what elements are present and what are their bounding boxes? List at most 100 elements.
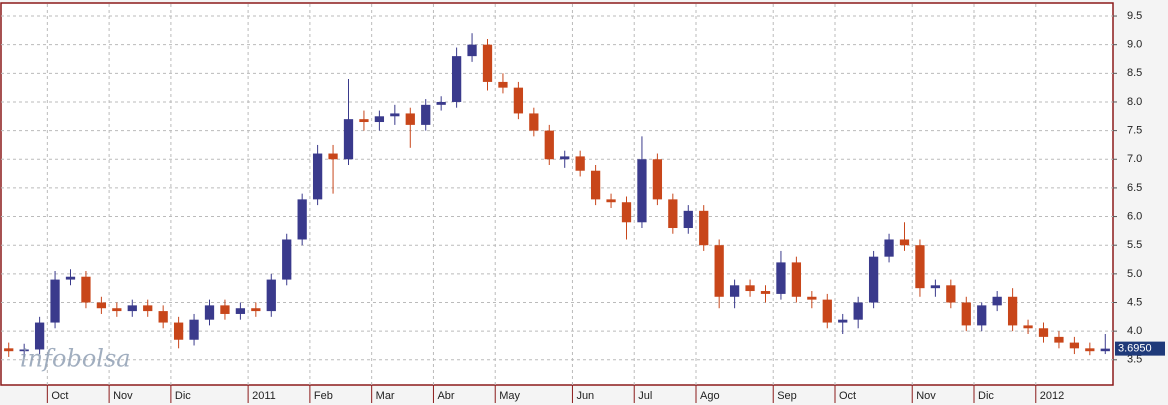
candle-body [977,305,987,326]
candle-body [868,256,879,303]
candle-body [204,305,215,320]
candle-body [899,239,910,246]
candle-body [158,311,168,323]
candle-body [96,302,107,309]
x-tick-label: Mar [376,390,395,402]
candle-body [451,56,462,102]
candle-body [297,199,307,240]
candle-body [467,44,477,57]
y-tick-label: 6.5 [1127,182,1142,194]
candle-body [235,308,246,314]
candle-body [745,285,755,292]
candle-body [776,262,786,294]
candle-body [1085,348,1095,352]
candle-body [266,279,276,312]
candle-body [4,348,14,352]
x-tick-label: Jun [576,390,594,402]
candle-body [374,116,385,123]
candle-body [590,170,601,200]
x-tick-label: Oct [51,390,68,402]
candle-body [34,322,45,350]
candle-body [961,302,971,326]
candle-body [606,199,616,203]
candle-body [421,104,431,125]
candle-body [807,296,817,300]
candle-body [668,199,678,229]
candle-body [19,349,29,352]
candle-body [791,262,802,297]
x-tick-label: Sep [777,390,797,402]
candle-body [251,308,261,312]
y-tick-label: 6.0 [1127,210,1142,222]
x-tick-label: Nov [113,390,133,402]
candle-body [544,130,554,160]
y-tick-label: 9.5 [1127,10,1142,22]
candle-body [838,319,848,323]
x-tick-label: Ago [700,390,720,402]
candle-body [112,308,122,312]
candle-body [652,159,663,200]
candle-body [529,113,539,131]
x-tick-label: Abr [437,390,454,402]
y-tick-label: 5.5 [1127,239,1142,251]
candle-body [312,153,323,200]
candle-body [683,210,693,229]
x-tick-label: Nov [916,390,936,402]
x-tick-label: Dic [175,390,191,402]
y-tick-label: 3.5 [1127,354,1142,366]
y-tick-label: 8.0 [1127,96,1142,108]
candle-body [915,245,925,289]
candle-body [1054,336,1064,343]
candle-body [359,119,369,123]
y-tick-label: 7.0 [1127,153,1142,165]
candle-body [637,159,647,223]
candle-body [714,245,724,297]
candle-body [1023,325,1033,329]
candle-body [853,302,863,320]
y-tick-label: 5.0 [1127,268,1142,280]
candle-body [390,113,400,117]
x-tick-label: 2012 [1040,390,1064,402]
candle-body [328,153,338,160]
candle-body [575,156,585,171]
x-tick-label: Dic [978,390,994,402]
x-tick-label: May [499,390,520,402]
candle-body [189,319,199,340]
x-tick-label: Jul [638,390,652,402]
last-value-label: 3.6950 [1118,343,1152,355]
candle-body [405,113,415,125]
candle-body [1038,328,1049,337]
candle-body [436,101,446,105]
candle-body [482,44,493,82]
y-tick-label: 4.5 [1127,296,1142,308]
candle-body [65,276,76,280]
last-value-box [1115,341,1165,356]
candle-body [560,156,570,160]
candle-body [699,210,709,246]
candle-body [127,305,137,312]
candle-body [282,239,292,280]
candle-body [513,87,524,114]
candle-body [946,285,956,303]
candle-body [884,239,894,257]
candle-body [621,202,632,223]
candle-body [1007,296,1018,326]
candle-body [343,119,354,160]
candle-body [143,305,153,312]
y-tick-label: 9.0 [1127,39,1142,51]
plot-area [0,2,1114,386]
candle-body [81,276,91,303]
candle-body [50,279,60,323]
y-tick-label: 8.5 [1127,67,1142,79]
candle-body [1100,348,1110,352]
x-tick-label: Oct [839,390,856,402]
candle-body [822,299,832,323]
x-tick-label: 2011 [252,390,276,402]
candle-body [1069,342,1080,349]
candle-body [992,296,1002,306]
candle-body [498,81,508,88]
watermark: infobolsa [20,345,131,373]
candle-body [729,285,740,297]
candle-body [930,285,941,289]
